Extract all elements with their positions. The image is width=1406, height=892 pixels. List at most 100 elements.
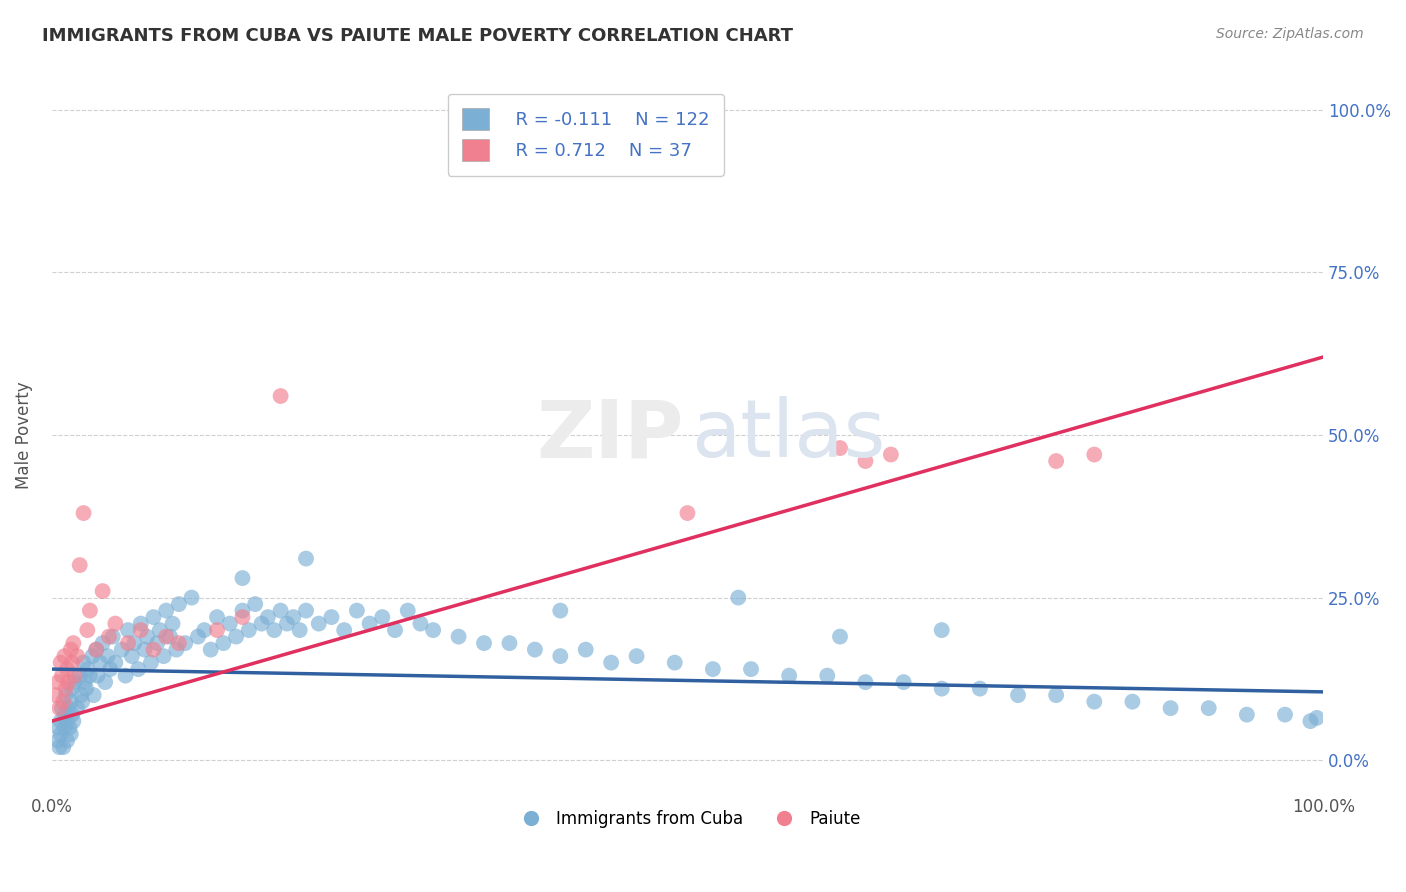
Point <box>205 623 228 637</box>
Point <box>243 597 266 611</box>
Point <box>193 623 215 637</box>
Point <box>134 642 156 657</box>
Point <box>53 649 76 664</box>
Text: ZIP: ZIP <box>536 396 683 474</box>
Point <box>72 695 94 709</box>
Point <box>146 636 169 650</box>
Point <box>472 636 495 650</box>
Point <box>333 623 356 637</box>
Point <box>676 506 699 520</box>
Point <box>174 636 197 650</box>
Point <box>117 623 139 637</box>
Point <box>72 506 94 520</box>
Point <box>1007 688 1029 702</box>
Point <box>205 610 228 624</box>
Point <box>288 623 311 637</box>
Point <box>69 668 91 682</box>
Point <box>51 668 73 682</box>
Point <box>575 642 598 657</box>
Point <box>91 584 114 599</box>
Point <box>828 441 851 455</box>
Point <box>63 668 86 682</box>
Point <box>167 636 190 650</box>
Point <box>52 695 75 709</box>
Point <box>48 701 70 715</box>
Point <box>969 681 991 696</box>
Text: IMMIGRANTS FROM CUBA VS PAIUTE MALE POVERTY CORRELATION CHART: IMMIGRANTS FROM CUBA VS PAIUTE MALE POVE… <box>42 27 793 45</box>
Point <box>124 636 146 650</box>
Point <box>250 616 273 631</box>
Point <box>58 721 80 735</box>
Point <box>295 551 318 566</box>
Point <box>778 668 800 682</box>
Point <box>60 681 83 696</box>
Point <box>409 616 432 631</box>
Point <box>263 623 285 637</box>
Point <box>1083 695 1105 709</box>
Point <box>48 740 70 755</box>
Point <box>46 675 69 690</box>
Point <box>91 636 114 650</box>
Point <box>83 688 105 702</box>
Point <box>129 616 152 631</box>
Point <box>142 610 165 624</box>
Point <box>69 558 91 573</box>
Point <box>880 448 903 462</box>
Point <box>200 642 222 657</box>
Point <box>384 623 406 637</box>
Point <box>79 604 101 618</box>
Point <box>238 623 260 637</box>
Point <box>79 668 101 682</box>
Point <box>117 636 139 650</box>
Point <box>1045 688 1067 702</box>
Point <box>56 662 79 676</box>
Point <box>114 668 136 682</box>
Point <box>46 721 69 735</box>
Point <box>136 630 159 644</box>
Point <box>167 597 190 611</box>
Point <box>86 668 108 682</box>
Point <box>94 675 117 690</box>
Point <box>45 688 67 702</box>
Point <box>75 681 97 696</box>
Point <box>276 616 298 631</box>
Point <box>1198 701 1220 715</box>
Point <box>70 688 93 702</box>
Point <box>422 623 444 637</box>
Point <box>104 616 127 631</box>
Point <box>257 610 280 624</box>
Point <box>180 591 202 605</box>
Point <box>931 681 953 696</box>
Point <box>60 707 83 722</box>
Point <box>55 688 77 702</box>
Point <box>664 656 686 670</box>
Text: atlas: atlas <box>692 396 886 474</box>
Point <box>59 695 82 709</box>
Point <box>97 649 120 664</box>
Point <box>740 662 762 676</box>
Point <box>129 623 152 637</box>
Point <box>63 675 86 690</box>
Point <box>56 733 79 747</box>
Point <box>139 656 162 670</box>
Point <box>72 656 94 670</box>
Point <box>187 630 209 644</box>
Point <box>159 630 181 644</box>
Point <box>1121 695 1143 709</box>
Point <box>62 636 84 650</box>
Point <box>212 636 235 650</box>
Point <box>165 642 187 657</box>
Point <box>359 616 381 631</box>
Point <box>84 642 107 657</box>
Point <box>60 656 83 670</box>
Point <box>447 630 470 644</box>
Point <box>855 675 877 690</box>
Point <box>270 389 292 403</box>
Point <box>66 649 89 664</box>
Point <box>53 721 76 735</box>
Point <box>855 454 877 468</box>
Point <box>49 714 72 728</box>
Point <box>371 610 394 624</box>
Point <box>98 662 121 676</box>
Point <box>308 616 330 631</box>
